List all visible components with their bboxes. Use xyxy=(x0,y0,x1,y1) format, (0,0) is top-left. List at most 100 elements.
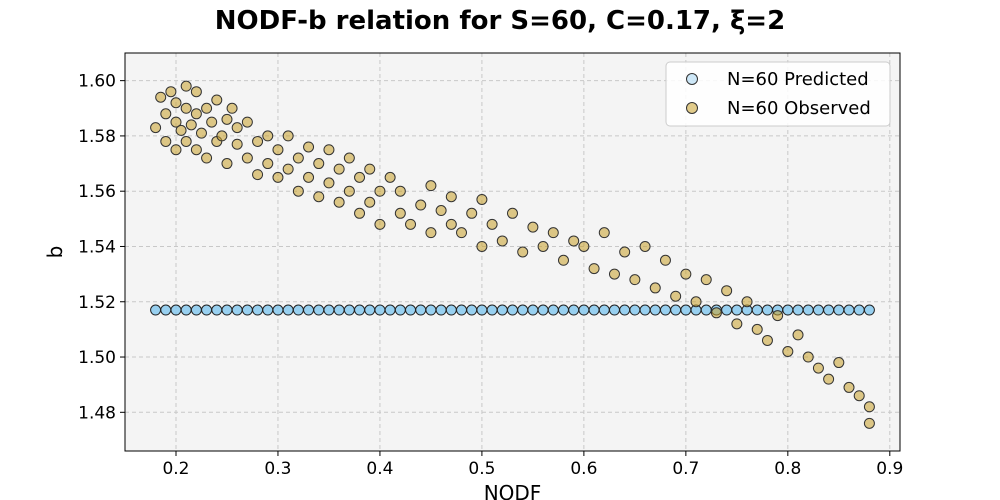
predicted-point xyxy=(170,304,182,316)
observed-point xyxy=(639,240,651,252)
observed-point xyxy=(476,193,488,205)
predicted-point xyxy=(384,304,396,316)
observed-point xyxy=(843,381,855,393)
predicted-point xyxy=(292,304,304,316)
predicted-point xyxy=(190,304,202,316)
predicted-point xyxy=(496,304,508,316)
predicted-point xyxy=(241,304,253,316)
observed-point xyxy=(394,185,406,197)
observed-point xyxy=(343,185,355,197)
observed-point xyxy=(863,417,875,429)
observed-point xyxy=(823,373,835,385)
observed-point xyxy=(588,263,600,275)
observed-point xyxy=(547,227,559,239)
observed-point xyxy=(282,163,294,175)
predicted-point xyxy=(761,304,773,316)
observed-point xyxy=(792,329,804,341)
predicted-point xyxy=(853,304,865,316)
observed-point xyxy=(150,122,162,134)
observed-point xyxy=(619,246,631,258)
predicted-point xyxy=(333,304,345,316)
observed-point xyxy=(761,334,773,346)
observed-point xyxy=(731,318,743,330)
observed-point xyxy=(333,163,345,175)
observed-point xyxy=(206,116,218,128)
observed-point xyxy=(812,362,824,374)
predicted-point xyxy=(649,304,661,316)
observed-point xyxy=(384,171,396,183)
predicted-point xyxy=(792,304,804,316)
predicted-point xyxy=(578,304,590,316)
observed-point xyxy=(374,185,386,197)
y-tick-label: 1.60 xyxy=(78,72,116,92)
legend-marker xyxy=(686,102,698,114)
observed-point xyxy=(394,207,406,219)
data-points xyxy=(150,80,875,429)
observed-point xyxy=(165,86,177,98)
x-tick-label: 0.7 xyxy=(672,459,699,479)
predicted-point xyxy=(364,304,376,316)
predicted-point xyxy=(802,304,814,316)
observed-point xyxy=(598,227,610,239)
observed-point xyxy=(180,102,192,114)
predicted-point xyxy=(588,304,600,316)
x-tick-label: 0.8 xyxy=(774,459,801,479)
observed-point xyxy=(456,227,468,239)
predicted-point xyxy=(608,304,620,316)
observed-point xyxy=(507,207,518,219)
observed-point xyxy=(578,240,590,252)
observed-point xyxy=(517,246,529,258)
observed-point xyxy=(741,296,753,308)
observed-point xyxy=(343,152,355,164)
x-axis-label: NODF xyxy=(484,481,542,500)
predicted-point xyxy=(252,304,264,316)
observed-point xyxy=(802,351,814,363)
observed-point xyxy=(466,207,478,219)
predicted-point xyxy=(700,304,712,316)
observed-point xyxy=(170,144,182,156)
y-axis-label: b xyxy=(43,246,67,259)
observed-point xyxy=(221,158,233,170)
predicted-point xyxy=(557,304,569,316)
observed-point xyxy=(226,102,238,114)
observed-point xyxy=(853,390,865,402)
predicted-point xyxy=(547,304,559,316)
predicted-point xyxy=(721,304,733,316)
observed-point xyxy=(445,218,457,230)
observed-point xyxy=(751,323,763,335)
predicted-point xyxy=(843,304,855,316)
predicted-point xyxy=(537,304,549,316)
observed-point xyxy=(690,296,702,308)
observed-point xyxy=(568,235,580,247)
observed-point xyxy=(374,218,386,230)
observed-point xyxy=(313,191,325,203)
plot-frame xyxy=(124,52,901,452)
predicted-point xyxy=(456,304,468,316)
predicted-point xyxy=(751,304,763,316)
predicted-point xyxy=(394,304,406,316)
observed-point xyxy=(303,141,315,153)
observed-point xyxy=(405,218,417,230)
predicted-point xyxy=(374,304,386,316)
predicted-point xyxy=(303,304,315,316)
observed-point xyxy=(680,268,692,280)
predicted-point xyxy=(313,304,325,316)
legend: N=60 Predicted N=60 Observed xyxy=(665,61,891,127)
observed-point xyxy=(170,116,182,128)
predicted-point xyxy=(731,304,743,316)
observed-point xyxy=(649,282,661,294)
observed-point xyxy=(160,135,172,147)
observed-point xyxy=(425,180,437,192)
predicted-point xyxy=(863,304,875,316)
predicted-point xyxy=(272,304,284,316)
predicted-point xyxy=(221,304,233,316)
predicted-point xyxy=(527,304,539,316)
x-tick-label: 0.2 xyxy=(162,459,189,479)
predicted-point xyxy=(823,304,835,316)
chart-title: NODF-b relation for S=60, C=0.17, ξ=2 xyxy=(214,6,786,36)
observed-point xyxy=(201,152,213,164)
predicted-point xyxy=(629,304,641,316)
predicted-point xyxy=(476,304,488,316)
observed-point xyxy=(303,171,315,183)
observed-point xyxy=(445,191,457,203)
